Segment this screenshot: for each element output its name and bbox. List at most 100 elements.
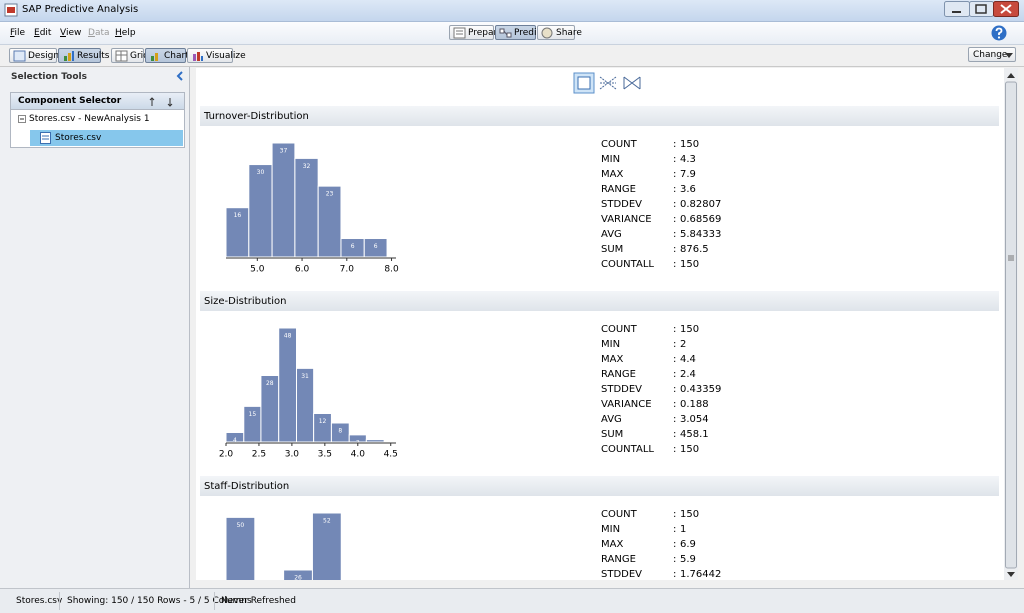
x-tick-label: 5.0 [250, 265, 265, 275]
status-refresh: Never Refreshed [221, 596, 296, 606]
predict-label: Predict [514, 28, 545, 38]
tree-selected-row[interactable]: Stores.csv [30, 130, 183, 146]
menu-file[interactable]: File [10, 28, 26, 38]
bar-label: 6 [351, 243, 355, 250]
section-title: Staff-Distribution [204, 481, 289, 492]
bar-label: 50 [237, 522, 245, 529]
share-label: Share [556, 28, 582, 38]
predict-button[interactable]: Predict [495, 25, 545, 40]
histogram-bar [348, 434, 367, 443]
stat-value: 150 [680, 324, 699, 335]
stat-name: VARIANCE [601, 214, 652, 225]
panel-title: Component Selector [18, 96, 122, 106]
maximize-button[interactable] [969, 1, 994, 17]
bar-label: 26 [294, 575, 302, 581]
stat-value: 7.9 [680, 169, 696, 180]
stat-value: 150 [680, 444, 699, 455]
section-header [200, 476, 999, 496]
grid-view-icon[interactable] [599, 76, 617, 90]
scrollbar[interactable] [1004, 68, 1018, 580]
status-rows: Showing: 150 / 150 Rows - 5 / 5 Columns [67, 596, 252, 606]
histogram-bar [248, 164, 273, 258]
menu-edit[interactable]: Edit [34, 28, 52, 38]
tool-bar: Designer Results Grid Charts Visualize C… [0, 45, 1024, 67]
x-tick-label: 4.0 [351, 450, 366, 460]
section-title: Turnover-Distribution [203, 111, 309, 122]
status-file: Stores.csv [16, 596, 63, 606]
tree-toggle[interactable] [18, 115, 27, 124]
bar-label: 8 [338, 428, 342, 435]
stat-name: MAX [601, 354, 623, 365]
collapse-button[interactable] [176, 71, 184, 81]
stat-name: COUNTALL [601, 444, 654, 455]
parallel-view-icon[interactable] [623, 76, 641, 90]
stat-name: MIN [601, 339, 620, 350]
window-controls[interactable] [944, 1, 1020, 18]
section-header [200, 106, 999, 126]
title-bar: SAP Predictive Analysis [0, 0, 1024, 22]
stat-value: 3.6 [680, 184, 696, 195]
bar-label: 31 [301, 373, 309, 380]
histogram-bar [278, 327, 298, 443]
stat-name: SUM [601, 429, 623, 440]
stat-value: 4.3 [680, 154, 696, 165]
share-button[interactable]: Share [537, 25, 582, 40]
panel-header: Component Selector [11, 93, 184, 110]
histogram-bar [294, 157, 319, 258]
stat-value: 2.4 [680, 369, 696, 380]
stat-separator: : [673, 384, 676, 395]
stat-value: 876.5 [680, 244, 709, 255]
sort-buttons[interactable] [149, 97, 179, 107]
grid-button[interactable]: Grid [111, 48, 149, 63]
sidebar: Selection Tools [0, 67, 190, 588]
results-pane: Turnover-Distribution 16 30 37 32 23 6 6 5.0 6.0 7… [196, 68, 1004, 613]
stat-separator: : [673, 184, 676, 195]
stat-name: AVG [601, 229, 622, 240]
stat-name: SUM [601, 244, 623, 255]
window-title: SAP Predictive Analysis [22, 4, 139, 15]
histogram-bar [296, 367, 315, 443]
x-tick-label: 2.0 [219, 450, 234, 460]
menu-view[interactable]: View [60, 28, 82, 38]
stat-name: RANGE [601, 554, 636, 565]
results-button[interactable]: Results [58, 48, 110, 63]
menu-bar: File Edit View Data Help Prepare Predict… [0, 22, 1024, 45]
bar-label: 30 [257, 169, 265, 176]
stat-separator: : [673, 539, 676, 550]
histogram-bar [363, 238, 388, 258]
stat-name: AVG [601, 414, 622, 425]
tree-leaf: Stores.csv [55, 133, 102, 143]
stat-name: STDDEV [601, 199, 642, 210]
bar-label: 32 [303, 163, 311, 170]
scroll-thumb[interactable] [1005, 81, 1017, 569]
distribution-view: Turnover-Distribution 16 30 37 32 23 6 6 5.0 6.0 7… [200, 72, 999, 613]
stat-separator: : [673, 139, 676, 150]
bar-label: 28 [266, 380, 274, 387]
stat-value: 0.43359 [680, 384, 721, 395]
histogram-bar [330, 422, 350, 443]
change-dropdown[interactable]: Change [968, 47, 1016, 62]
stat-name: STDDEV [601, 384, 642, 395]
status-bar: Stores.csv Showing: 150 / 150 Rows - 5 /… [0, 588, 1024, 613]
stat-name: VARIANCE [601, 399, 652, 410]
sidebar-title: Selection Tools [11, 72, 87, 82]
help-icon[interactable] [991, 25, 1007, 41]
stat-separator: : [673, 169, 676, 180]
stat-value: 150 [680, 259, 699, 270]
minimize-button[interactable] [944, 1, 970, 17]
prepare-button[interactable]: Prepare [449, 25, 503, 40]
menu-help[interactable]: Help [115, 28, 136, 38]
x-tick-label: 2.5 [252, 450, 266, 460]
visualize-button[interactable]: Visualize [187, 48, 246, 63]
designer-button[interactable]: Designer [9, 48, 68, 63]
charts-button[interactable]: Charts [145, 48, 193, 63]
stat-separator: : [673, 259, 676, 270]
component-selector: Component Selector Stores.csv - NewAnaly… [10, 92, 185, 148]
stat-value: 5.9 [680, 554, 696, 565]
stat-name: COUNT [601, 324, 638, 335]
tree-node[interactable]: Stores.csv - NewAnalysis 1 [29, 114, 150, 124]
stat-value: 1.76442 [680, 569, 721, 580]
charts-label: Charts [164, 51, 194, 61]
stat-separator: : [673, 229, 676, 240]
